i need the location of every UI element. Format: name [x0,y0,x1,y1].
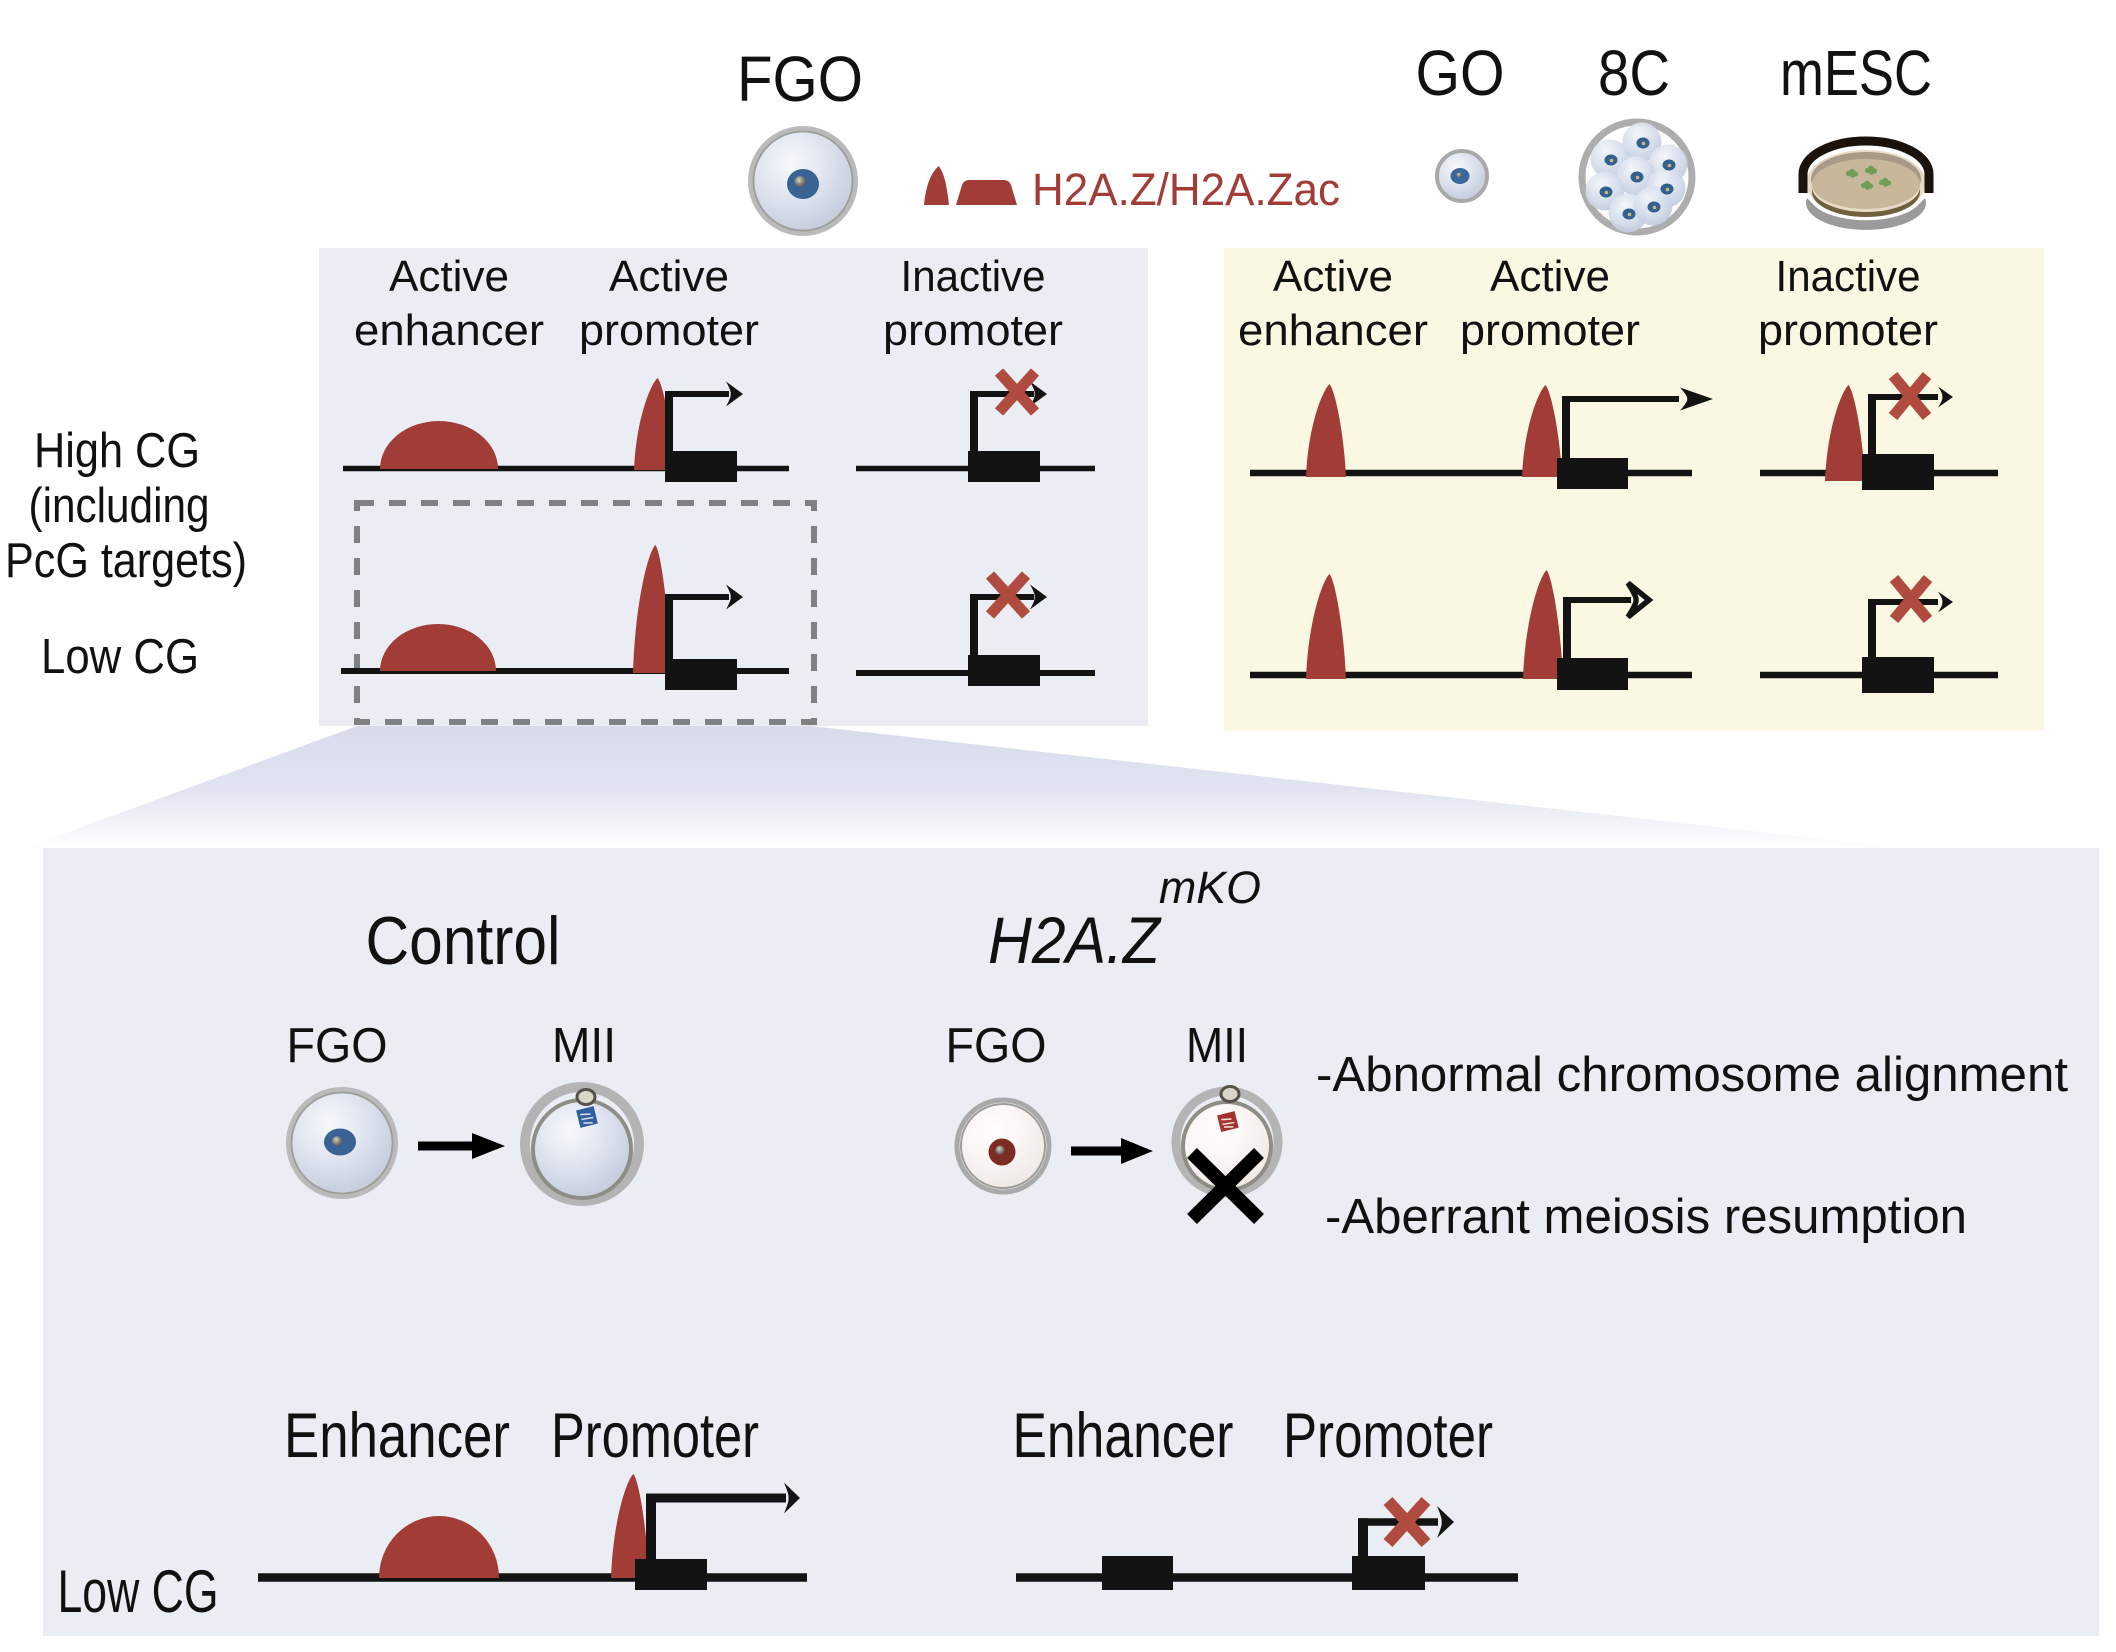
svg-text:Low CG: Low CG [58,1558,219,1625]
svg-text:FGO: FGO [946,1019,1047,1073]
svg-text:promoter: promoter [1460,306,1640,355]
svg-text:8C: 8C [1598,37,1670,109]
svg-text:mESC: mESC [1780,37,1932,109]
svg-text:promoter: promoter [883,306,1063,355]
svg-text:MII: MII [552,1019,616,1073]
svg-text:Enhancer: Enhancer [284,1401,510,1471]
svg-text:Promoter: Promoter [551,1401,759,1471]
svg-text:MII: MII [1186,1019,1248,1073]
svg-text:PcG targets): PcG targets) [5,534,247,588]
svg-text:-Abnormal chromosome alignment: -Abnormal chromosome alignment [1316,1048,2068,1102]
svg-text:Active: Active [389,252,509,301]
svg-text:High CG: High CG [34,424,200,478]
svg-text:enhancer: enhancer [1238,306,1428,355]
svg-text:Inactive: Inactive [901,252,1046,301]
svg-text:promoter: promoter [1758,306,1938,355]
svg-text:promoter: promoter [579,306,759,355]
svg-text:FGO: FGO [737,43,863,115]
svg-text:Control: Control [366,903,561,979]
svg-text:-Aberrant meiosis resumption: -Aberrant meiosis resumption [1325,1190,1967,1244]
svg-text:H2A.Z: H2A.Z [988,903,1162,977]
svg-text:GO: GO [1416,37,1505,109]
svg-text:Inactive: Inactive [1776,252,1921,301]
svg-text:Promoter: Promoter [1283,1401,1493,1471]
svg-text:enhancer: enhancer [354,306,544,355]
svg-text:Active: Active [1273,252,1393,301]
svg-text:(including: (including [29,479,210,533]
svg-text:FGO: FGO [287,1019,388,1073]
svg-text:H2A.Z/H2A.Zac: H2A.Z/H2A.Zac [1032,164,1340,215]
svg-text:mKO: mKO [1159,862,1261,913]
svg-text:Enhancer: Enhancer [1013,1401,1234,1471]
svg-text:Active: Active [1490,252,1610,301]
svg-text:Active: Active [609,252,729,301]
svg-text:Low CG: Low CG [41,630,199,684]
